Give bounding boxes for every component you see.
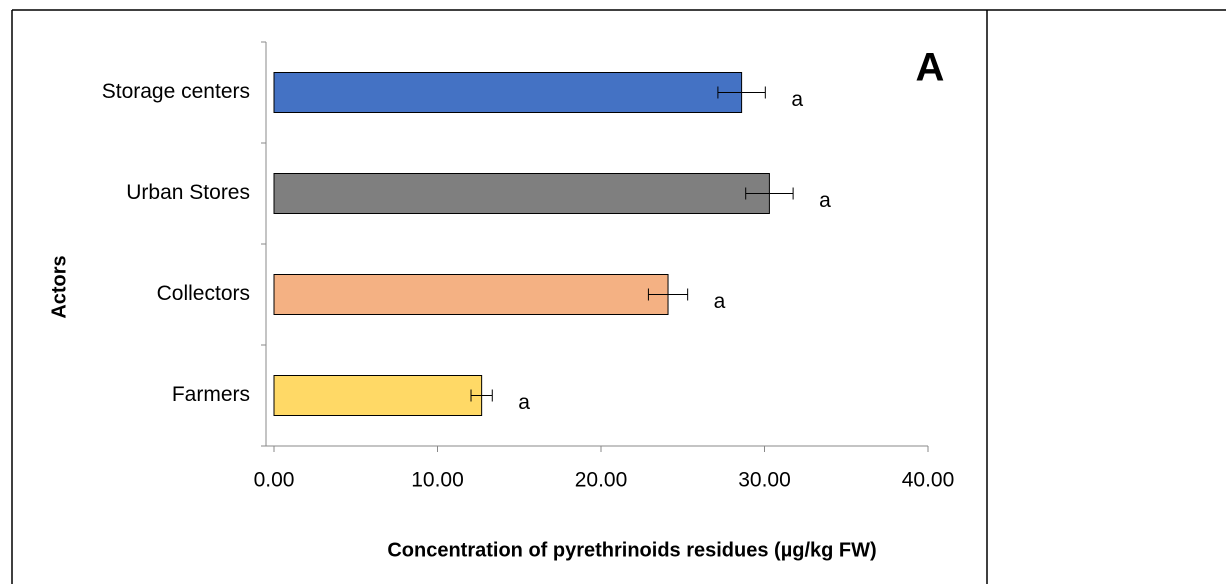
annotation: a <box>518 391 530 414</box>
x-axis-label: Concentration of pyrethrinoids residues … <box>387 539 876 561</box>
chart-title: A <box>916 46 945 90</box>
annotation: a <box>714 290 726 313</box>
y-tick-label: Storage centers <box>102 80 250 103</box>
annotation: a <box>791 88 803 111</box>
bar <box>273 72 743 113</box>
x-tick-label: 10.00 <box>411 469 464 492</box>
bar <box>273 173 770 214</box>
x-tick-label: 40.00 <box>902 469 955 492</box>
x-tick-label: 0.00 <box>254 469 295 492</box>
x-tick-label: 30.00 <box>738 469 791 492</box>
annotation: a <box>819 189 831 212</box>
y-tick-label: Collectors <box>157 282 250 305</box>
bar <box>273 375 483 416</box>
y-tick-label: Urban Stores <box>126 181 250 204</box>
x-tick-label: 20.00 <box>575 469 628 492</box>
y-tick-label: Farmers <box>172 383 250 406</box>
y-axis-label: Actors <box>48 255 70 318</box>
bar <box>273 274 669 315</box>
